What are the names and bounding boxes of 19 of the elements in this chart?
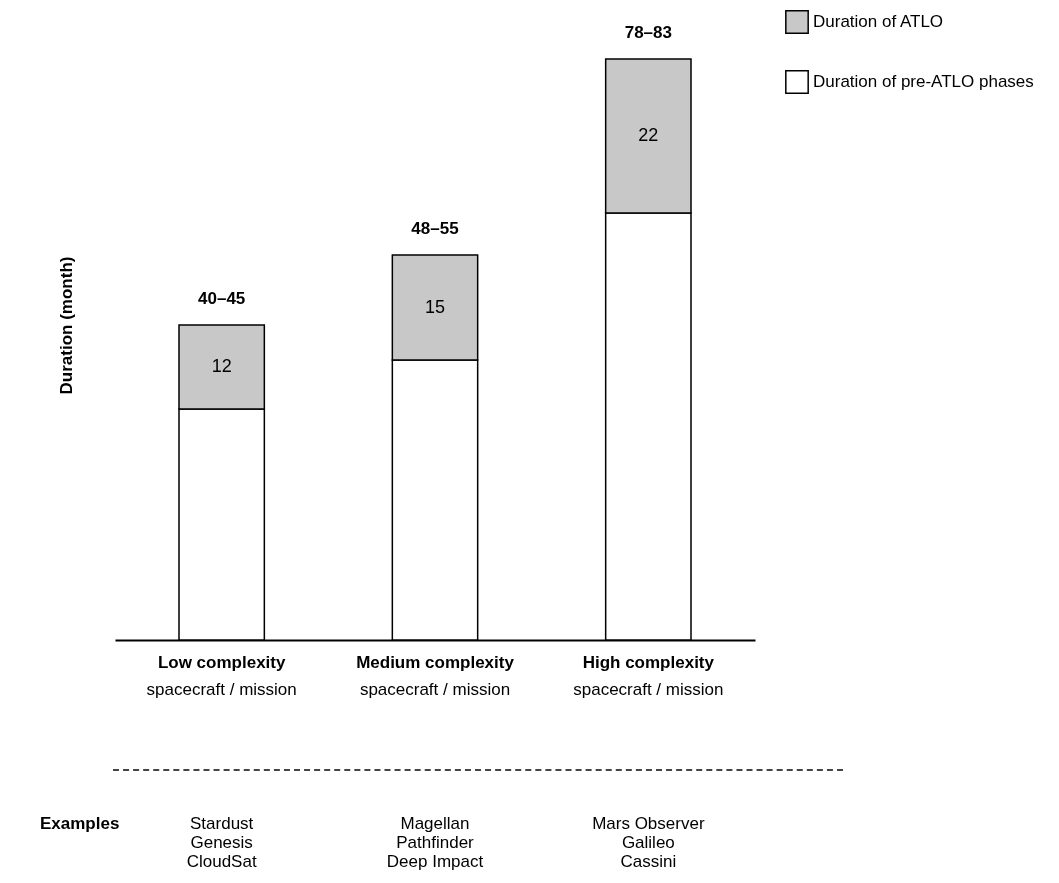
text: Stardust Genesis CloudSat	[186, 814, 257, 871]
text: spacecraft / mission	[573, 680, 724, 699]
x-tick-label: High complexity	[582, 652, 715, 672]
total-label: 40–45	[198, 289, 246, 308]
y-axis-title: Duration (month)	[56, 256, 76, 395]
legend-label: Duration of pre-ATLO phases	[813, 72, 1034, 91]
data-label: 12	[211, 356, 232, 376]
total-label: 48–55	[411, 219, 459, 238]
data-label: 22	[638, 125, 659, 145]
text: spacecraft / mission	[359, 680, 511, 699]
data-label: 15	[424, 296, 446, 317]
text: Mars Observer Galileo Cassini	[592, 814, 705, 871]
x-tick-label: Medium complexity	[356, 652, 515, 672]
x-tick-label: Low complexity	[157, 652, 286, 672]
text: spacecraft / mission	[146, 680, 297, 699]
text: Examples	[40, 814, 120, 833]
legend-label: Duration of ATLO	[813, 12, 944, 31]
total-label: 78–83	[624, 23, 672, 42]
text: Magellan Pathfinder Deep Impact	[386, 814, 484, 871]
